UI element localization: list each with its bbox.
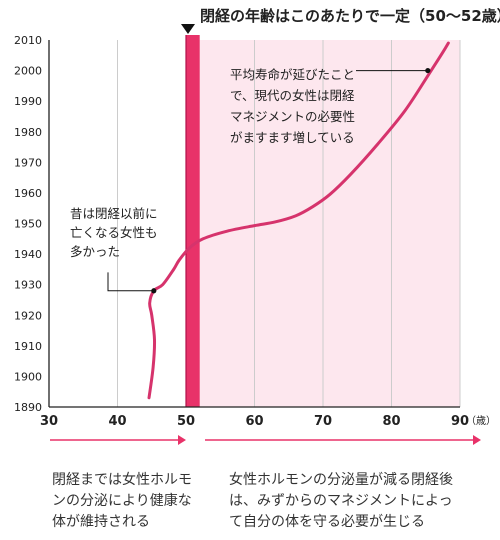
annotation-longevity: 平均寿命が延びたことで、現代の女性は閉経マネジメントの必要性がますます増している: [230, 67, 355, 145]
arrow-head-left: [178, 435, 186, 445]
annotation-line: 昔は閉経以前に: [70, 206, 158, 221]
annotation-line: で、現代の女性は閉経: [230, 88, 355, 103]
x-tick-label: 90: [451, 414, 469, 429]
x-tick-label: 60: [245, 414, 263, 429]
y-tick-label: 1990: [14, 95, 42, 108]
y-tick-label: 1940: [14, 248, 42, 261]
arrow-head-right: [473, 435, 481, 445]
annotation-leader: [107, 272, 154, 292]
x-unit-label: （歳）: [466, 415, 496, 427]
y-tick-label: 1900: [14, 370, 42, 383]
annotation-line: 多かった: [70, 244, 120, 259]
caption-after-menopause: 女性ホルモンの分泌量が減る閉経後 は、みずからのマネジメントによっ て自分の体を…: [229, 472, 453, 530]
x-tick-label: 30: [40, 414, 58, 429]
annotation-point: [151, 288, 157, 294]
y-tick-label: 1960: [14, 187, 42, 200]
life-expectancy-line: [147, 41, 450, 400]
menopause-band-label: 閉経の年齢はこのあたりで一定（50〜52歳）: [200, 7, 500, 25]
menopause-band: [186, 35, 200, 407]
annotation-early-death: 昔は閉経以前に亡くなる女性も多かった: [70, 206, 158, 259]
y-tick-label: 1970: [14, 156, 42, 169]
y-tick-label: 1930: [14, 279, 42, 292]
caption-before-menopause: 閉経までは女性ホルモ ンの分泌により健康な 体が維持される: [52, 472, 192, 530]
y-tick-label: 2010: [14, 34, 42, 47]
annotation-point: [425, 67, 431, 74]
x-tick-label: 70: [314, 414, 332, 429]
x-tick-label: 80: [382, 414, 400, 429]
annotation-line: 平均寿命が延びたこと: [230, 67, 355, 82]
y-tick-label: 1980: [14, 126, 42, 139]
y-tick-label: 1910: [14, 340, 42, 353]
y-tick-label: 2000: [14, 65, 42, 78]
y-tick-label: 1890: [14, 401, 42, 414]
annotation-line: がますます増している: [230, 130, 355, 145]
x-tick-label: 50: [177, 414, 195, 429]
y-tick-label: 1950: [14, 218, 42, 231]
x-tick-label: 40: [108, 414, 126, 429]
annotation-line: 亡くなる女性も: [70, 225, 158, 240]
annotation-line: マネジメントの必要性: [230, 109, 355, 124]
menopause-marker: [181, 24, 195, 34]
y-tick-label: 1920: [14, 309, 42, 322]
